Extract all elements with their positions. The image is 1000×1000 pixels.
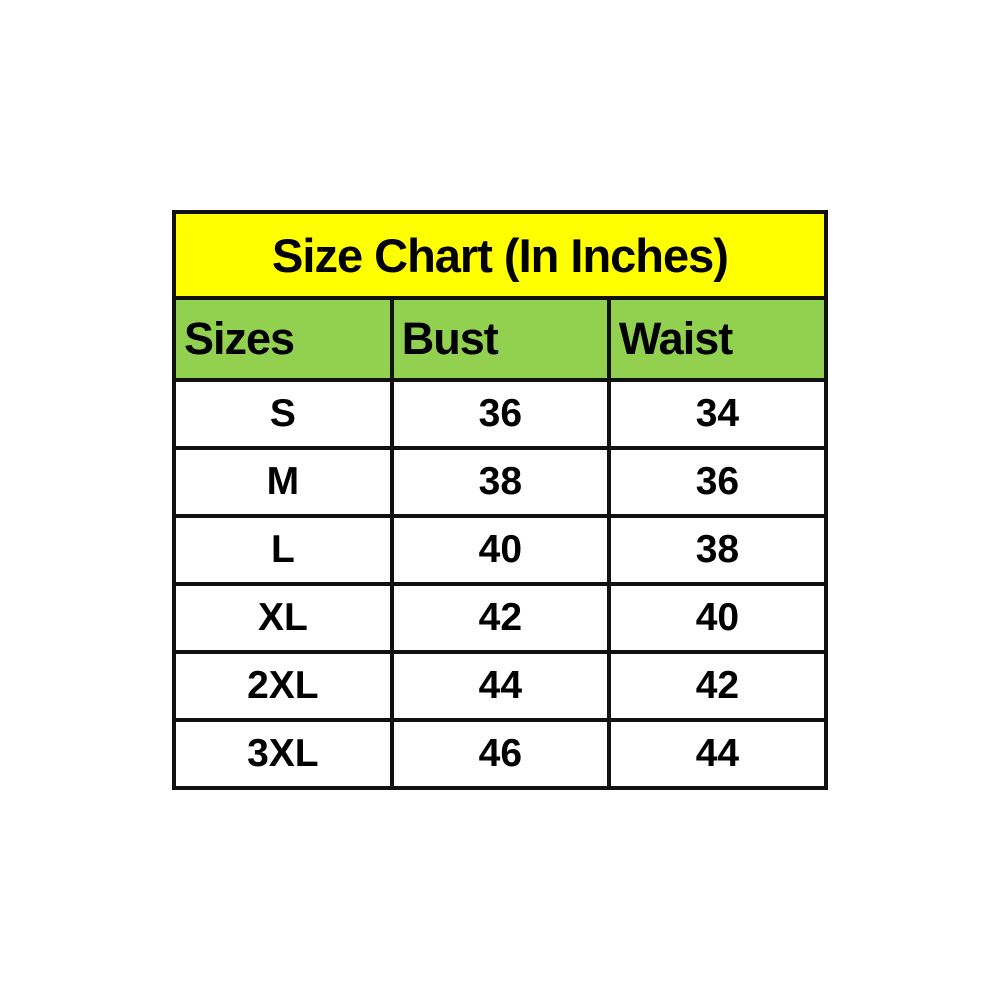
table-row: XL 42 40: [172, 582, 829, 654]
waist-cell: 40: [606, 582, 829, 654]
header-row: Sizes Bust Waist: [172, 296, 829, 382]
waist-cell: 38: [606, 514, 829, 586]
waist-cell: 36: [606, 446, 829, 518]
size-cell: M: [172, 446, 394, 518]
table-row: S 36 34: [172, 378, 829, 450]
column-header-sizes: Sizes: [172, 296, 394, 382]
title-row: Size Chart (In Inches): [172, 210, 828, 300]
bust-cell: 38: [389, 446, 611, 518]
bust-cell: 36: [389, 378, 611, 450]
bust-cell: 46: [389, 718, 611, 790]
column-header-waist: Waist: [606, 296, 829, 382]
table-row: L 40 38: [172, 514, 829, 586]
table-title: Size Chart (In Inches): [172, 210, 828, 300]
waist-cell: 42: [606, 650, 829, 722]
size-cell: 2XL: [172, 650, 394, 722]
size-cell: 3XL: [172, 718, 394, 790]
waist-cell: 34: [606, 378, 829, 450]
size-cell: XL: [172, 582, 394, 654]
bust-cell: 40: [389, 514, 611, 586]
table-row: 2XL 44 42: [172, 650, 829, 722]
size-chart-table: Size Chart (In Inches) Sizes Bust Waist …: [172, 210, 829, 790]
bust-cell: 42: [389, 582, 611, 654]
size-cell: S: [172, 378, 394, 450]
size-cell: L: [172, 514, 394, 586]
waist-cell: 44: [606, 718, 829, 790]
column-header-bust: Bust: [389, 296, 611, 382]
table-row: M 38 36: [172, 446, 829, 518]
bust-cell: 44: [389, 650, 611, 722]
table-row: 3XL 46 44: [172, 718, 829, 790]
